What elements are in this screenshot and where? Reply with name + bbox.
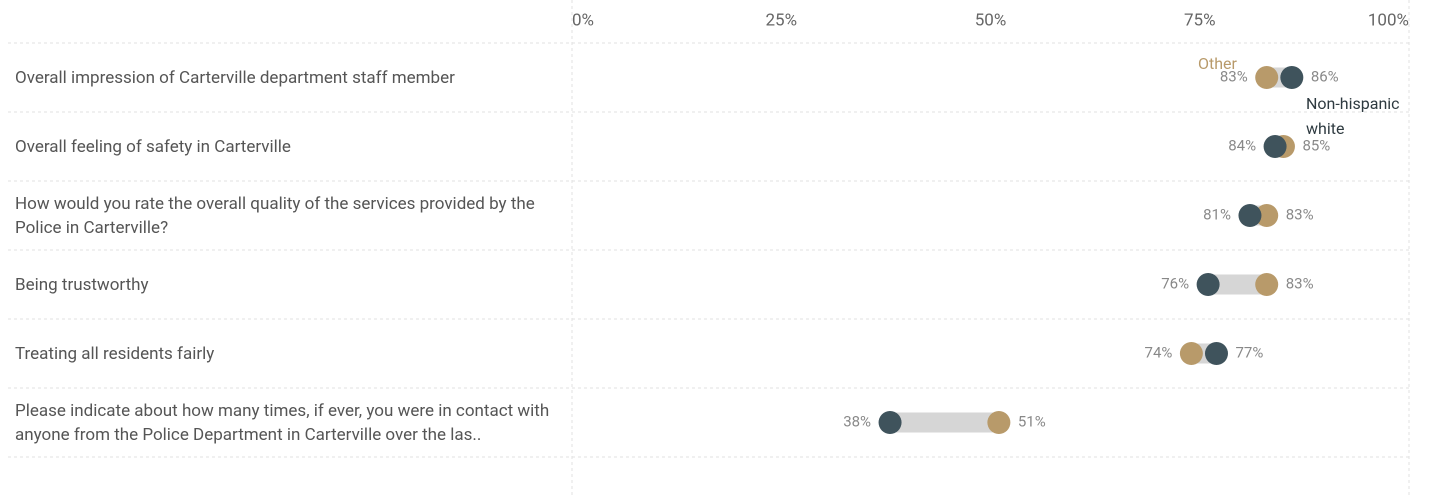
- dot: [1238, 204, 1262, 227]
- x-tick-label: 25%: [765, 10, 797, 30]
- value-label: 85%: [1302, 136, 1330, 154]
- legend-label: Other: [1198, 54, 1237, 73]
- dot: [1179, 342, 1203, 365]
- dot: [1263, 135, 1287, 158]
- category-label: Overall impression of Carterville depart…: [15, 67, 455, 88]
- dot: [1255, 204, 1279, 227]
- category-label: Please indicate about how many times, if…: [15, 400, 550, 445]
- dot: [1204, 342, 1228, 365]
- value-label: 84%: [1228, 136, 1256, 154]
- category-label: Treating all residents fairly: [15, 343, 215, 364]
- category-label: Being trustworthy: [15, 274, 149, 295]
- dot: [1280, 66, 1304, 89]
- value-label: 51%: [1018, 412, 1046, 430]
- x-tick-label: 50%: [975, 10, 1007, 30]
- x-tick-label: 0%: [572, 10, 594, 30]
- category-label: Overall feeling of safety in Carterville: [15, 136, 291, 157]
- x-tick-label: 75%: [1184, 10, 1216, 30]
- value-label: 83%: [1286, 274, 1314, 292]
- dot: [1196, 273, 1220, 296]
- value-label: 86%: [1311, 67, 1339, 85]
- dot: [1255, 273, 1279, 296]
- dot: [1255, 66, 1279, 89]
- x-tick-label: 100%: [1368, 10, 1409, 30]
- value-label: 76%: [1161, 274, 1189, 292]
- value-label: 38%: [843, 412, 871, 430]
- dot: [987, 411, 1011, 434]
- legend-label: Non-hispanic white: [1306, 94, 1400, 138]
- category-label: How would you rate the overall quality o…: [15, 193, 535, 238]
- dot: [878, 411, 902, 434]
- value-label: 74%: [1145, 343, 1173, 361]
- value-label: 83%: [1220, 67, 1248, 85]
- value-label: 83%: [1286, 205, 1314, 223]
- value-label: 81%: [1203, 205, 1231, 223]
- connector: [890, 412, 999, 433]
- connector: [1208, 274, 1267, 295]
- value-label: 77%: [1235, 343, 1263, 361]
